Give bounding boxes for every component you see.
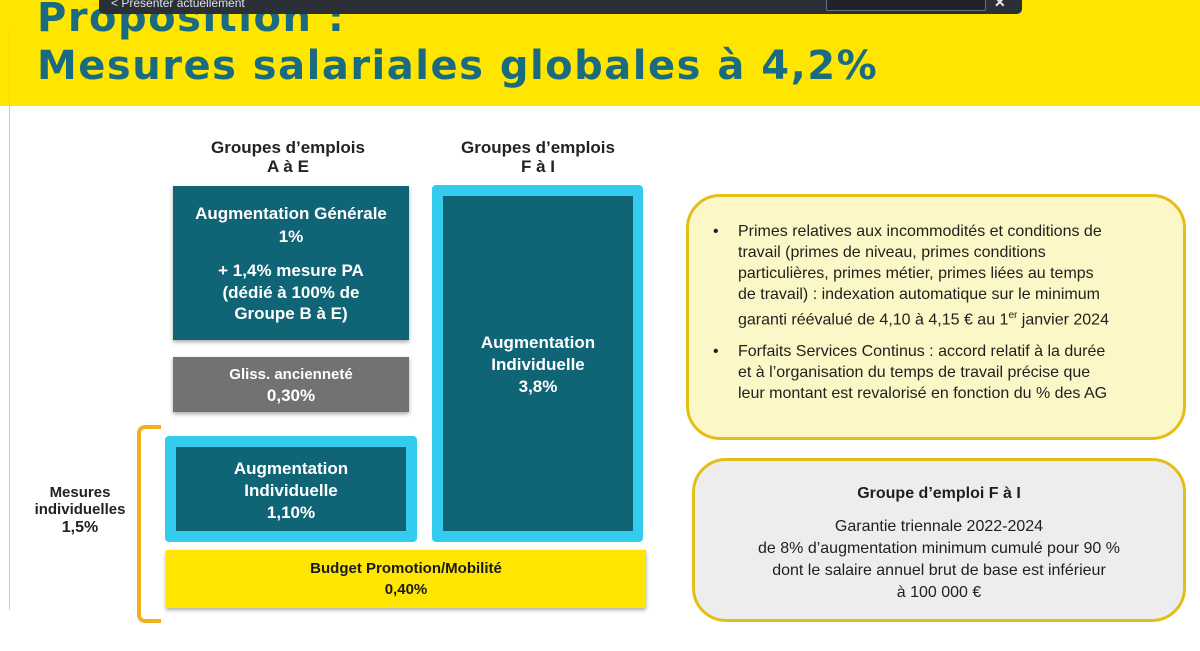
mesures-line2: individuelles bbox=[34, 501, 126, 518]
primes-item1-superscript: er bbox=[1008, 310, 1018, 321]
page-title-line2: Mesures salariales globales à 4,2% bbox=[37, 43, 879, 89]
budget-value: 0,40% bbox=[384, 581, 428, 598]
ai-right-line1: Augmentation bbox=[480, 333, 596, 352]
glissement-anciennete-block: Gliss. ancienneté 0,30% bbox=[173, 357, 409, 412]
list-item: • Forfaits Services Continus : accord re… bbox=[711, 341, 1161, 404]
ag-pa-detail-2: Groupe B à E) bbox=[234, 304, 348, 323]
primes-panel: • Primes relatives aux incommodités et c… bbox=[686, 194, 1186, 440]
column-heading-f-i-line2: F à I bbox=[520, 157, 555, 176]
gliss-label: Gliss. ancienneté bbox=[229, 366, 353, 383]
bullet-icon: • bbox=[713, 343, 719, 361]
primes-item1-line1: Primes relatives aux incommodités et con… bbox=[738, 223, 1102, 240]
header-band: Proposition : Mesures salariales globale… bbox=[0, 0, 1200, 106]
mesures-bracket bbox=[137, 425, 161, 623]
augmentation-individuelle-f-i-block: Augmentation Individuelle 3,8% bbox=[443, 196, 633, 531]
ag-value: 1% bbox=[278, 227, 304, 246]
mesures-line1: Mesures bbox=[49, 484, 111, 501]
primes-list: • Primes relatives aux incommodités et c… bbox=[711, 221, 1161, 404]
ai-left-value: 1,10% bbox=[266, 503, 316, 522]
ai-right-value: 3,8% bbox=[518, 377, 558, 396]
budget-promotion-block: Budget Promotion/Mobilité 0,40% bbox=[166, 550, 646, 608]
primes-item2-line1: Forfaits Services Continus : accord rela… bbox=[738, 343, 1106, 361]
primes-item1-line5-text: garanti réévalué de 4,10 à 4,15 € au 1 bbox=[738, 311, 1009, 329]
ai-right-line2: Individuelle bbox=[491, 355, 585, 374]
primes-item1-line3: particulières, primes métier, primes lié… bbox=[738, 265, 1094, 282]
primes-item1-line5: garanti réévalué de 4,10 à 4,15 € au 1er… bbox=[738, 305, 1161, 330]
mesures-value: 1,5% bbox=[61, 519, 99, 536]
column-heading-a-e: Groupes d’emplois A à E bbox=[178, 138, 398, 176]
presenting-label[interactable]: < Présenter actuellement bbox=[111, 0, 245, 10]
augmentation-individuelle-a-e-block: Augmentation Individuelle 1,10% bbox=[176, 447, 406, 531]
left-divider bbox=[9, 30, 10, 610]
list-item: • Primes relatives aux incommodités et c… bbox=[711, 221, 1161, 330]
bullet-icon: • bbox=[713, 223, 719, 240]
close-icon[interactable]: ✕ bbox=[994, 0, 1006, 10]
primes-item1-line2: travail (primes de niveau, primes condit… bbox=[738, 244, 1046, 261]
ag-pa-detail-1: (dédié à 100% de bbox=[222, 283, 360, 302]
column-heading-f-i: Groupes d’emplois F à I bbox=[428, 138, 648, 176]
garantie-line2: de 8% d’augmentation minimum cumulé pour… bbox=[758, 540, 1120, 557]
primes-item1-line5-end: janvier 2024 bbox=[1017, 311, 1109, 329]
primes-item2-line3: leur montant est revalorisé en fonction … bbox=[738, 385, 1108, 403]
garantie-line1: Garantie triennale 2022-2024 bbox=[834, 518, 1044, 535]
budget-label: Budget Promotion/Mobilité bbox=[310, 560, 502, 577]
ag-pa-label: + 1,4% mesure PA bbox=[218, 261, 364, 280]
ai-left-line2: Individuelle bbox=[244, 481, 338, 500]
garantie-line4: à 100 000 € bbox=[896, 584, 982, 601]
garantie-line3: dont le salaire annuel brut de base est … bbox=[772, 562, 1106, 579]
column-heading-a-e-line1: Groupes d’emplois bbox=[211, 138, 365, 157]
column-heading-f-i-line1: Groupes d’emplois bbox=[461, 138, 615, 157]
presenter-toolbar: < Présenter actuellement ✕ bbox=[99, 0, 1022, 14]
augmentation-generale-block: Augmentation Générale 1% + 1,4% mesure P… bbox=[173, 186, 409, 340]
column-heading-a-e-line2: A à E bbox=[267, 157, 309, 176]
garantie-title: Groupe d’emploi F à I bbox=[857, 485, 1021, 502]
primes-item2-line2: et à l’organisation du temps de travail … bbox=[738, 364, 1091, 382]
primes-item1-line4: de travail) : indexation automatique sur… bbox=[738, 286, 1100, 303]
ag-label: Augmentation Générale bbox=[195, 204, 387, 223]
garantie-panel: Groupe d’emploi F à I Garantie triennale… bbox=[692, 458, 1186, 622]
mesures-individuelles-label: Mesures individuelles 1,5% bbox=[20, 484, 140, 538]
ai-left-line1: Augmentation bbox=[233, 459, 349, 478]
gliss-value: 0,30% bbox=[266, 386, 316, 405]
toolbar-field[interactable] bbox=[826, 0, 986, 11]
